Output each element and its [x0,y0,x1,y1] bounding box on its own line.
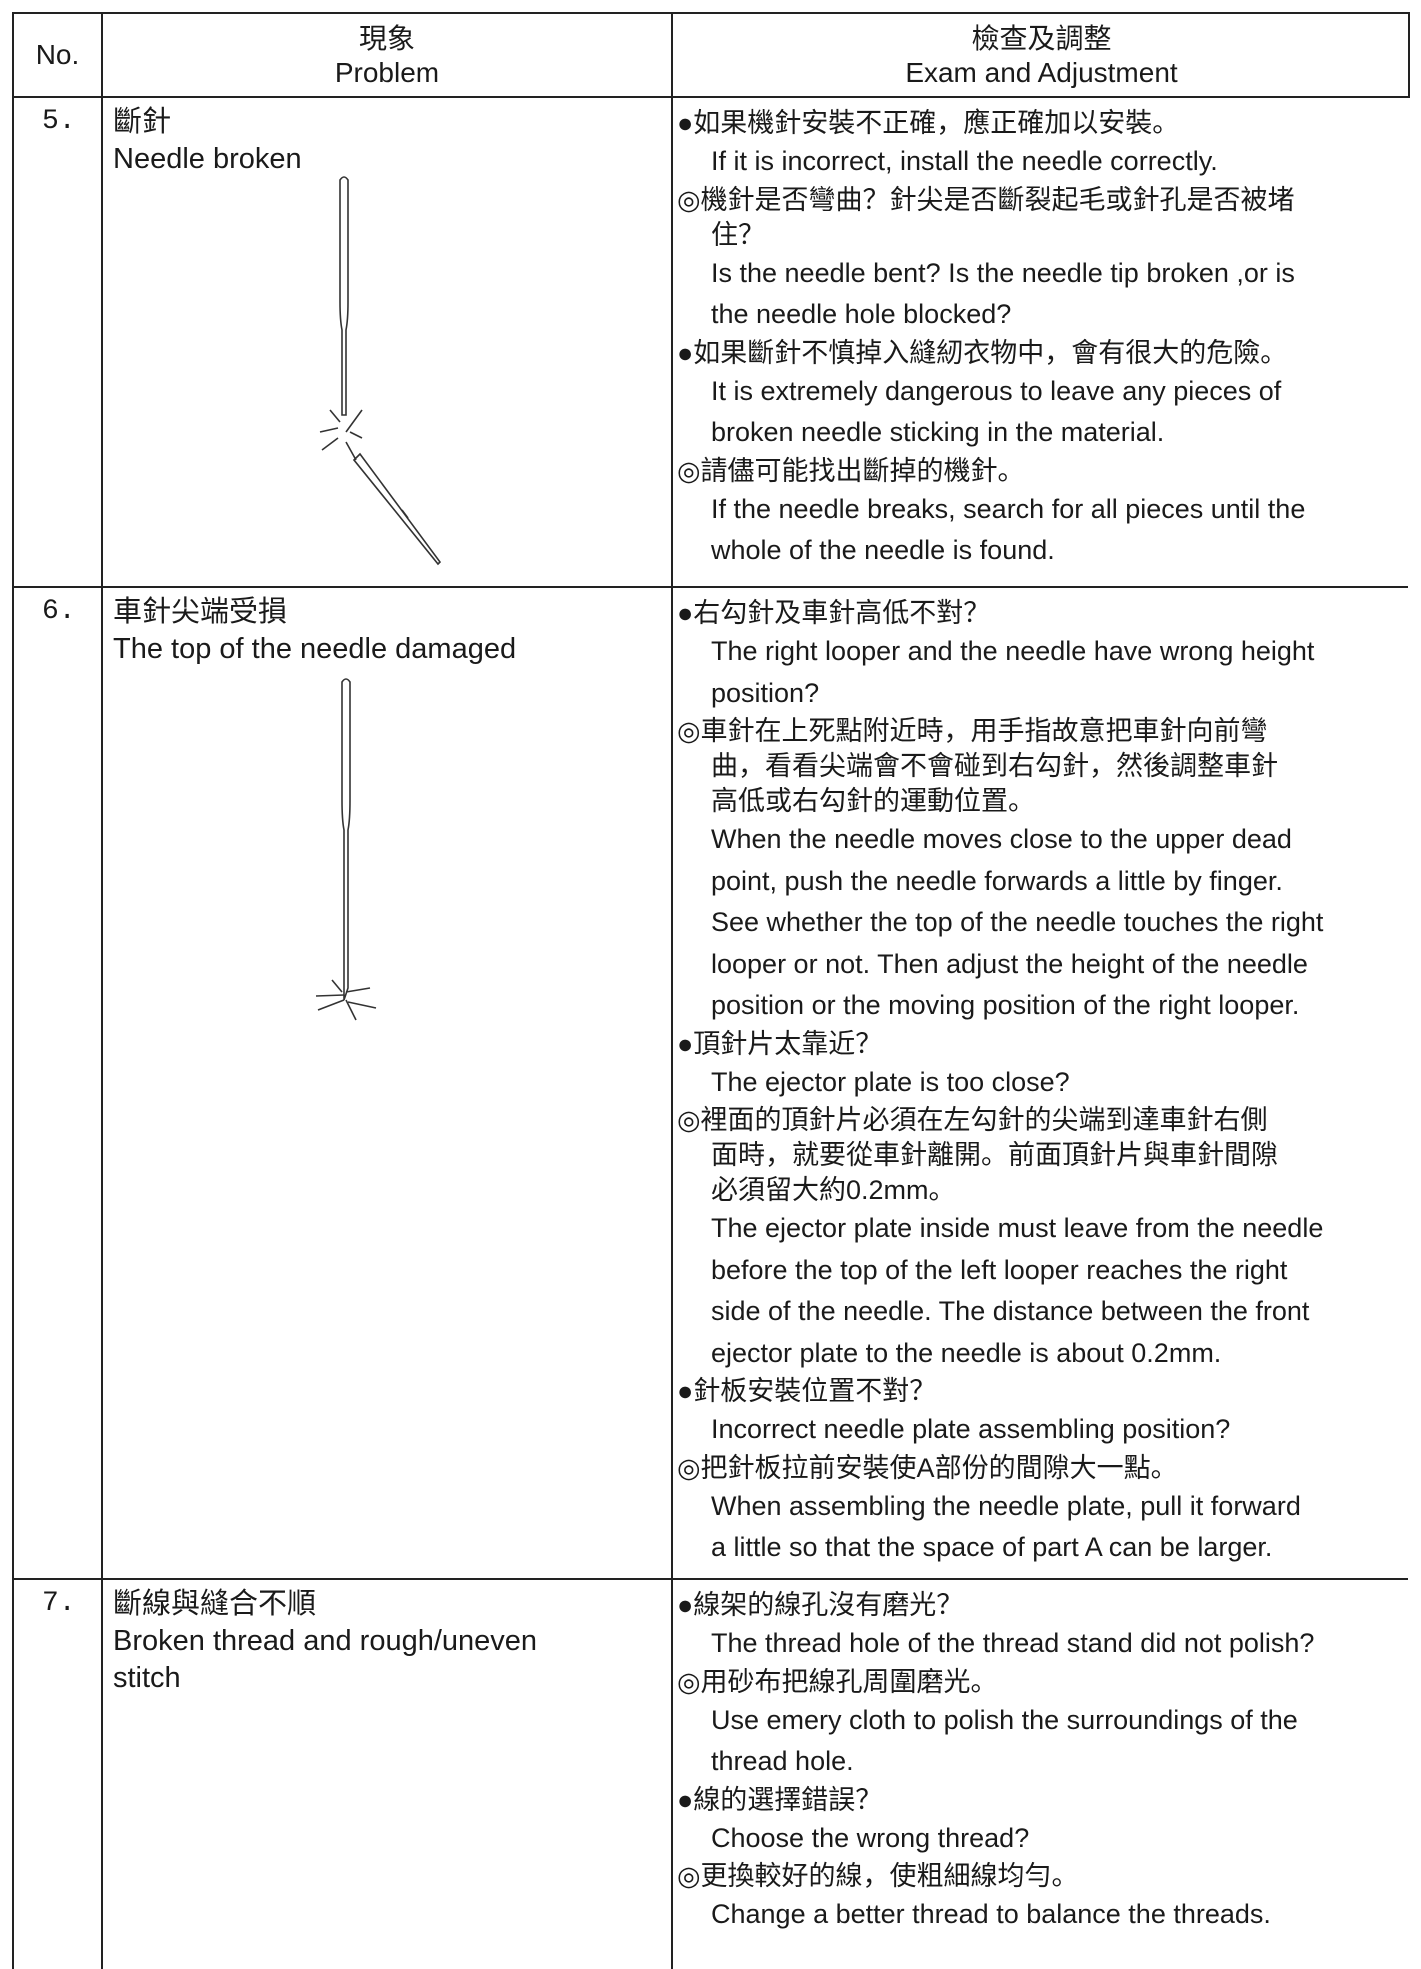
exam-line: 面時，就要從車針離開。前面頂針片與車針間隙 [711,1140,1278,1170]
exam-line: ◎更換較好的線，使粗細線均勻。 [677,1861,1079,1891]
exam-line: Change a better thread to balance the th… [711,1899,1271,1929]
exam-line: ◎把針板拉前安裝使A部份的間隙大一點。 [677,1452,1178,1483]
exam-line: looper or not. Then adjust the height of… [711,948,1308,979]
header-exam: 檢查及調整 Exam and Adjustment [673,22,1410,90]
exam-line: Choose the wrong thread? [711,1822,1030,1853]
row-number: 5. [42,106,76,137]
exam-line: ◎車針在上死點附近時，用手指故意把車針向前彎 [677,716,1268,746]
exam-line: ◎裡面的頂針片必須在左勾針的尖端到達車針右側 [677,1105,1268,1135]
exam-line: If the needle breaks, search for all pie… [711,493,1306,524]
problem-line: stitch [113,1662,181,1694]
text: Problem [334,57,440,88]
problem-line: Broken thread and rough/uneven [113,1625,538,1657]
exam-line: ●如果機針安裝不正確，應正確加以安裝。 [677,108,1180,138]
problem-line: 車針尖端受損 [113,596,288,628]
problem: 車針尖端受損 The top of the needle damaged [103,588,671,668]
problem: 斷針 Needle broken [103,98,671,178]
exam-line: Incorrect needle plate assembling positi… [711,1414,1231,1444]
exam-line: ●針板安裝位置不對？ [677,1376,937,1406]
exam-line: ◎用砂布把線孔周圍磨光。 [677,1666,998,1697]
exam-line: point, push the needle forwards a little… [711,865,1283,896]
exam: ●線架的線孔沒有磨光？ The thread hole of the thread… [673,1580,1413,1936]
exam-line: side of the needle. The distance between… [711,1296,1310,1326]
row-number: 6. [42,596,76,627]
row-number: 7. [42,1588,76,1619]
exam-line: ●頂針片太靠近？ [677,1028,883,1059]
exam-line: 曲，看看尖端會不會碰到右勾針，然後調整車針 [711,751,1278,781]
text: Exam and Adjustment [905,57,1178,88]
exam-line: ●如果斷針不慎掉入縫紉衣物中，會有很大的危險。 [677,337,1288,368]
exam-line: If it is incorrect, install the needle c… [711,146,1218,176]
exam-line: ●右勾針及車針高低不對？ [677,598,991,628]
exam-line: When assembling the needle plate, pull i… [711,1490,1301,1521]
header-problem: 現象 Problem [103,22,671,90]
broken-needle-illustration [319,176,442,566]
exam-line: ◎機針是否彎曲？針尖是否斷裂起毛或針孔是否被堵 [677,184,1295,215]
exam-line: ●線的選擇錯誤？ [677,1784,883,1815]
border [1408,12,1410,98]
exam-line: before the top of the left looper reache… [711,1254,1288,1285]
problem-line: The top of the needle damaged [113,633,517,665]
exam-line: Is the needle bent? Is the needle tip br… [711,257,1295,288]
border [12,12,1410,14]
exam-line: It is extremely dangerous to leave any p… [711,375,1282,406]
exam-line: 住？ [711,219,765,250]
exam-line: ●線架的線孔沒有磨光？ [677,1590,964,1620]
row-divider [12,96,1408,98]
border [101,12,103,1969]
row-divider [12,1578,1408,1580]
problem-line: 斷線與縫合不順 [113,1588,317,1620]
border [671,12,673,1969]
exam-line: broken needle sticking in the material. [711,417,1165,447]
damaged-needle-illustration [315,678,377,1021]
problem-line: 斷針 [113,106,172,138]
exam-line: position? [711,677,820,708]
exam-line: See whether the top of the needle touche… [711,907,1324,937]
exam-line: ejector plate to the needle is about 0.2… [711,1337,1222,1368]
exam-line: The ejector plate is too close? [711,1066,1070,1097]
exam-line: the needle hole blocked? [711,299,1012,329]
exam-line: position or the moving position of the r… [711,990,1300,1020]
exam-line: Use emery cloth to polish the surroundin… [711,1704,1298,1735]
header-no: No. [35,39,80,70]
text: 檢查及調整 [971,23,1112,54]
exam-line: The right looper and the needle have wro… [711,636,1315,666]
exam-line: The ejector plate inside must leave from… [711,1213,1324,1243]
exam: ●如果機針安裝不正確，應正確加以安裝。 If it is incorrect, i… [673,98,1413,572]
exam-line: ◎請儘可能找出斷掉的機針。 [677,455,1025,486]
exam-line: 必須留大約0.2mm。 [711,1175,956,1205]
exam-line: The thread hole of the thread stand did … [711,1628,1315,1658]
exam-line: whole of the needle is found. [711,535,1055,565]
exam-line: When the needle moves close to the upper… [711,824,1292,854]
problem-line: Needle broken [113,143,302,175]
exam-line: 高低或右勾針的運動位置。 [711,786,1035,816]
text: 現象 [358,23,415,54]
border [12,12,14,1969]
exam-line: thread hole. [711,1746,854,1776]
exam-line: a little so that the space of part A can… [711,1532,1273,1562]
problem: 斷線與縫合不順 Broken thread and rough/uneven sti… [103,1580,671,1697]
exam: ●右勾針及車針高低不對？ The right looper and the nee… [673,588,1413,1569]
row-divider [12,586,1408,588]
